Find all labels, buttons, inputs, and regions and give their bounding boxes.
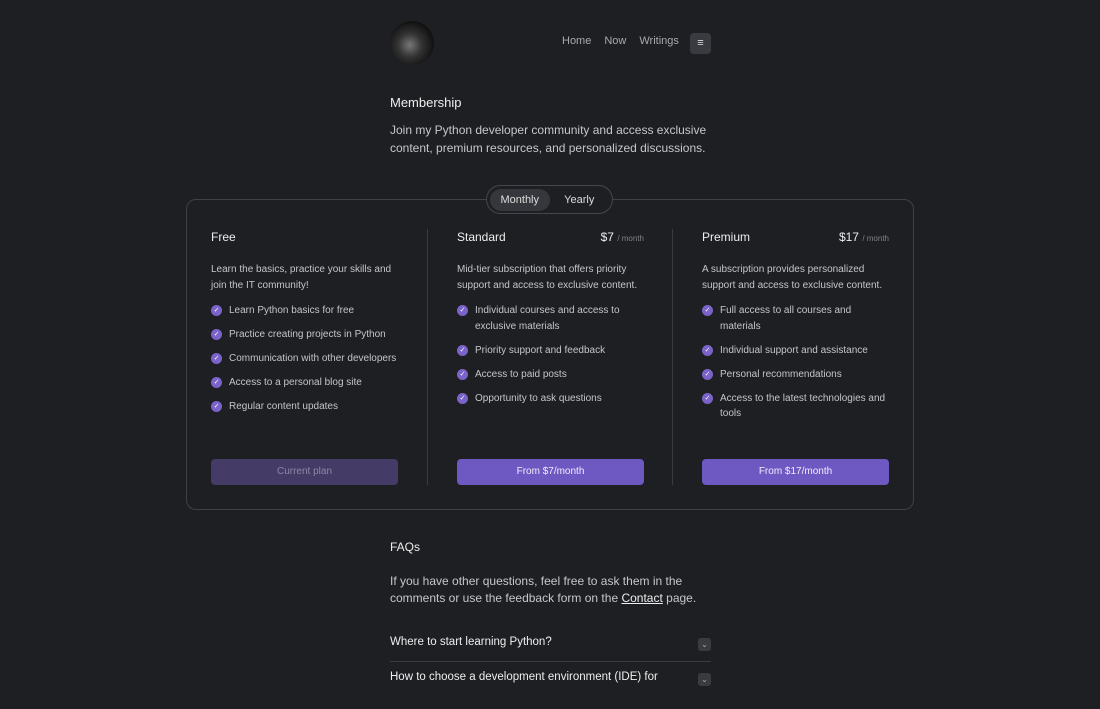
feature-item: Regular content updates [211,399,398,415]
faq-title: FAQs [390,540,421,554]
feature-item: Individual courses and access to exclusi… [457,303,644,334]
plan-premium: Premium $17 / month A subscription provid… [702,229,889,430]
feature-item: Access to paid posts [457,367,644,383]
toggle-monthly[interactable]: Monthly [490,188,550,211]
faq-intro: If you have other questions, feel free t… [390,574,697,605]
nav-home[interactable]: Home [562,35,592,47]
plan-free: Free Learn the basics, practice your ski… [211,229,398,423]
billing-toggle: Monthly Yearly [486,185,613,214]
divider [672,229,673,485]
faq-item[interactable]: Where to start learning Python? ⌄ [390,636,711,674]
plan-price: $7 / month [600,230,644,244]
chevron-down-icon[interactable]: ⌄ [698,638,711,651]
nav-writings[interactable]: Writings [639,35,679,47]
menu-icon: ≡ [697,37,704,49]
contact-link[interactable]: Contact [621,591,663,605]
feature-item: Learn Python basics for free [211,303,398,319]
standard-subscribe-button[interactable]: From $7/month [457,459,644,485]
faq-item[interactable]: How to choose a development environment … [390,671,711,709]
premium-subscribe-button[interactable]: From $17/month [702,459,889,485]
divider [427,229,428,485]
plan-name: Premium [702,230,751,244]
plan-standard: Standard $7 / month Mid-tier subscription… [457,229,644,415]
plan-name: Free [211,230,236,244]
feature-item: Personal recommendations [702,367,889,383]
plan-description: Learn the basics, practice your skills a… [211,264,392,291]
feature-item: Access to a personal blog site [211,375,398,391]
feature-item: Priority support and feedback [457,343,644,359]
menu-button[interactable]: ≡ [690,33,711,54]
plan-description: Mid-tier subscription that offers priori… [457,264,638,291]
feature-item: Individual support and assistance [702,343,889,359]
feature-item: Communication with other developers [211,351,398,367]
toggle-yearly[interactable]: Yearly [564,193,595,206]
page-intro: Join my Python developer community and a… [390,123,707,155]
page-title: Membership [390,95,462,110]
feature-item: Practice creating projects in Python [211,327,398,343]
feature-item: Opportunity to ask questions [457,391,644,407]
feature-item: Access to the latest technologies and to… [702,391,889,422]
plan-price: $17 / month [838,230,889,244]
main-nav: Home Now Writings [562,35,679,47]
nav-now[interactable]: Now [604,35,627,47]
divider [390,661,711,662]
current-plan-button[interactable]: Current plan [211,459,398,485]
plan-description: A subscription provides personalized sup… [702,264,883,291]
feature-item: Full access to all courses and materials [702,303,889,334]
plan-name: Standard [457,230,506,244]
avatar[interactable] [390,21,434,65]
